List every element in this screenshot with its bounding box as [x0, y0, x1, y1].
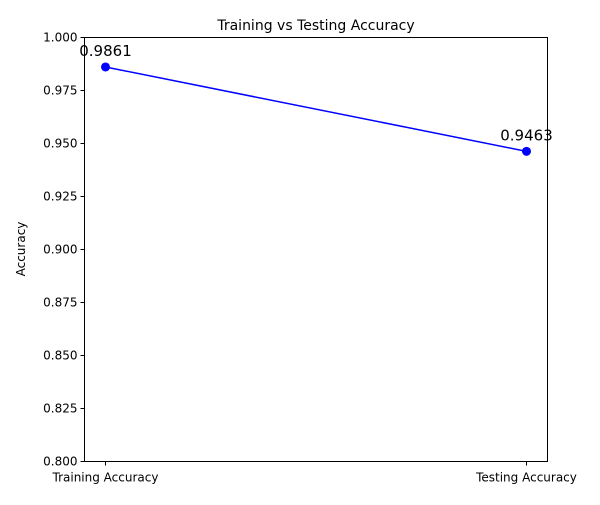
plot-area-frame: [84, 37, 548, 462]
data-point: [101, 62, 110, 72]
y-tick-label: 0.950: [43, 137, 77, 151]
data-point: [522, 146, 531, 156]
y-tick-label: 0.875: [43, 296, 77, 310]
data-label: 0.9861: [79, 42, 132, 60]
y-tick-label: 0.800: [43, 455, 77, 469]
series-line: [105, 66, 527, 153]
y-axis-label: Accuracy: [14, 222, 28, 277]
data-label: 0.9463: [500, 126, 553, 144]
series-layer: 0.9861 0.9463: [79, 42, 553, 156]
y-tick-label: 1.000: [43, 31, 77, 45]
x-tick-label: Testing Accuracy: [475, 471, 577, 485]
x-axis: Training Accuracy Testing Accuracy: [52, 461, 577, 485]
y-tick-label: 0.850: [43, 349, 77, 363]
y-tick-label: 0.825: [43, 402, 77, 416]
y-tick-label: 0.975: [43, 84, 77, 98]
x-tick-label: Training Accuracy: [52, 471, 159, 485]
y-axis: 0.800 0.825 0.850 0.875 0.900 0.925 0.950 0.975…: [43, 31, 85, 469]
y-tick-label: 0.900: [43, 243, 77, 257]
chart-title: Training vs Testing Accuracy: [216, 18, 414, 34]
y-tick-label: 0.925: [43, 190, 77, 204]
